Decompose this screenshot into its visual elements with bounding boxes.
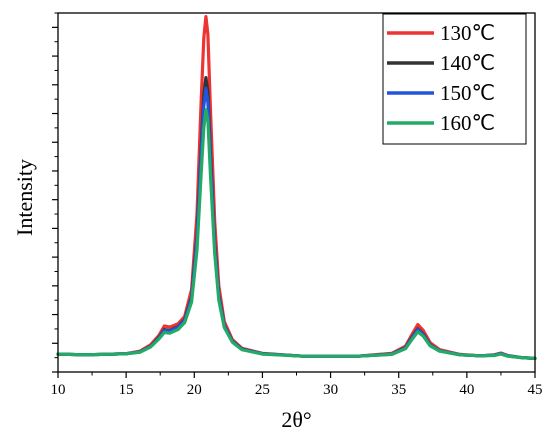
- x-tick-label: 20: [187, 382, 202, 398]
- x-tick-label: 10: [51, 382, 66, 398]
- legend-label: 130℃: [440, 21, 495, 45]
- ticks-layer: 10 15 20 25 30 35 40 45: [51, 12, 543, 398]
- x-tick-label: 35: [391, 382, 406, 398]
- legend: 130℃ 140℃ 150℃ 160℃: [382, 13, 527, 145]
- series-line-4: [56, 108, 537, 360]
- x-tick-label: 40: [459, 382, 474, 398]
- legend-label: 140℃: [440, 51, 495, 75]
- x-tick-label: 25: [255, 382, 270, 398]
- y-axis-title: Intensity: [12, 159, 37, 236]
- x-tick-label: 15: [119, 382, 134, 398]
- series-layer: [56, 15, 537, 360]
- x-tick-label: 30: [323, 382, 338, 398]
- legend-label: 150℃: [440, 81, 495, 105]
- x-tick-label: 45: [528, 382, 543, 398]
- x-axis-title: 2θ°: [281, 407, 311, 432]
- legend-label: 160℃: [440, 111, 495, 135]
